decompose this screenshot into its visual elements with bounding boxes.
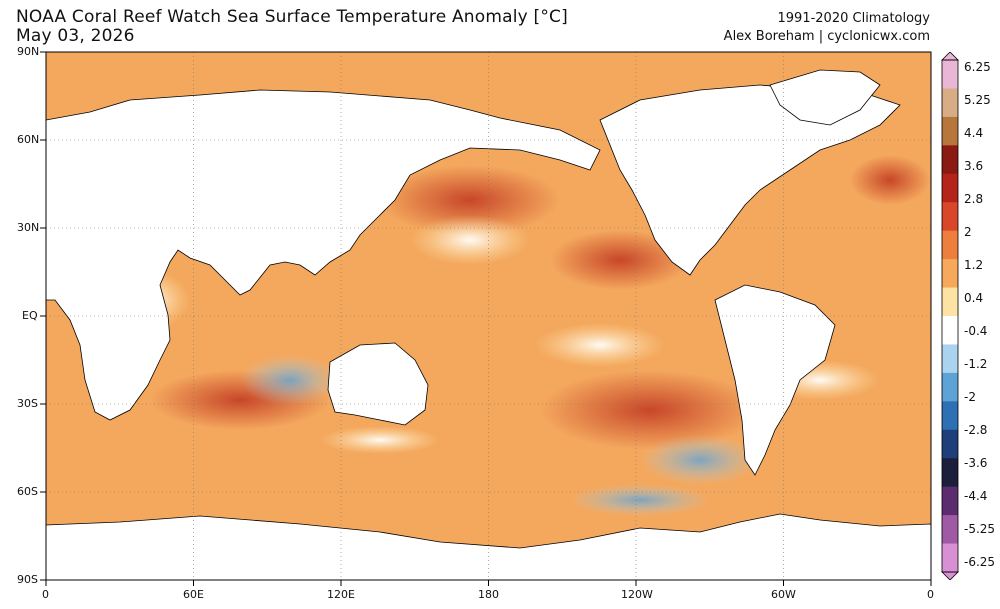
colorbar-label: 6.25 xyxy=(964,60,991,74)
lon-label-180: 180 xyxy=(478,588,499,601)
lon-label-0-east: 0 xyxy=(927,588,934,601)
colorbar-label: -1.2 xyxy=(964,357,988,371)
axis-ticks xyxy=(40,51,932,586)
lat-label-60n: 60N xyxy=(17,133,40,146)
colorbar-label: 5.25 xyxy=(964,93,991,107)
colorbar-segment xyxy=(942,230,958,260)
map-date: May 03, 2026 xyxy=(16,26,135,46)
colorbar-label: -6.25 xyxy=(964,555,996,569)
eurasia-africa-land xyxy=(46,89,601,421)
colorbar-segment xyxy=(942,401,958,431)
colorbar-label: 2.8 xyxy=(964,192,984,206)
australia-land xyxy=(327,342,429,426)
colorbar-segment xyxy=(942,116,958,146)
colorbar-bottom-arrow xyxy=(941,571,959,580)
lat-label-30n: 30N xyxy=(17,221,40,234)
lat-label-eq: EQ xyxy=(22,309,38,322)
colorbar-segment xyxy=(942,429,958,459)
graticule xyxy=(46,52,931,580)
colorbar-segment xyxy=(942,515,958,545)
colorbar-label: -3.6 xyxy=(964,456,988,470)
colorbar-segment xyxy=(942,344,958,374)
lon-label-60w: 60W xyxy=(771,588,796,601)
colorbar-segment xyxy=(942,202,958,232)
colorbar-segment xyxy=(942,458,958,488)
lat-label-30s: 30S xyxy=(17,397,38,410)
colorbar-segment xyxy=(942,287,958,317)
greenland-land xyxy=(769,69,881,126)
colorbar xyxy=(941,52,959,580)
lon-label-0: 0 xyxy=(42,588,49,601)
antarctica-land xyxy=(46,513,931,580)
lon-label-120w: 120W xyxy=(621,588,653,601)
colorbar-label: -4.4 xyxy=(964,489,988,503)
colorbar-label: 0.4 xyxy=(964,291,984,305)
colorbar-label: 3.6 xyxy=(964,159,984,173)
colorbar-frame xyxy=(941,59,959,573)
lon-label-120e: 120E xyxy=(327,588,355,601)
colorbar-segment xyxy=(942,543,958,573)
colorbar-segment xyxy=(942,486,958,516)
colorbar-label: 1.2 xyxy=(964,258,984,272)
colorbar-segment xyxy=(942,173,958,203)
colorbar-label: 4.4 xyxy=(964,126,984,140)
lat-label-60s: 60S xyxy=(17,485,38,498)
climatology-label: 1991-2020 Climatology xyxy=(777,11,930,26)
lat-label-90s: 90S xyxy=(17,573,38,586)
credit-label: Alex Boreham | cyclonicwx.com xyxy=(723,29,930,44)
colorbar-label: 2 xyxy=(964,225,972,239)
colorbar-segment xyxy=(942,145,958,175)
map-title: NOAA Coral Reef Watch Sea Surface Temper… xyxy=(16,7,568,27)
colorbar-segment xyxy=(942,60,958,89)
lon-label-60e: 60E xyxy=(183,588,204,601)
colorbar-segment xyxy=(942,372,958,402)
colorbar-segment xyxy=(942,316,958,345)
colorbar-top-arrow xyxy=(941,52,959,61)
colorbar-label: -0.4 xyxy=(964,324,988,338)
south-america-land xyxy=(714,284,836,476)
colorbar-segment xyxy=(942,259,958,289)
lat-label-90n: 90N xyxy=(17,45,40,58)
colorbar-label: -2 xyxy=(964,390,976,404)
colorbar-label: -5.25 xyxy=(964,522,996,536)
colorbar-segment xyxy=(942,88,958,118)
colorbar-label: -2.8 xyxy=(964,423,988,437)
